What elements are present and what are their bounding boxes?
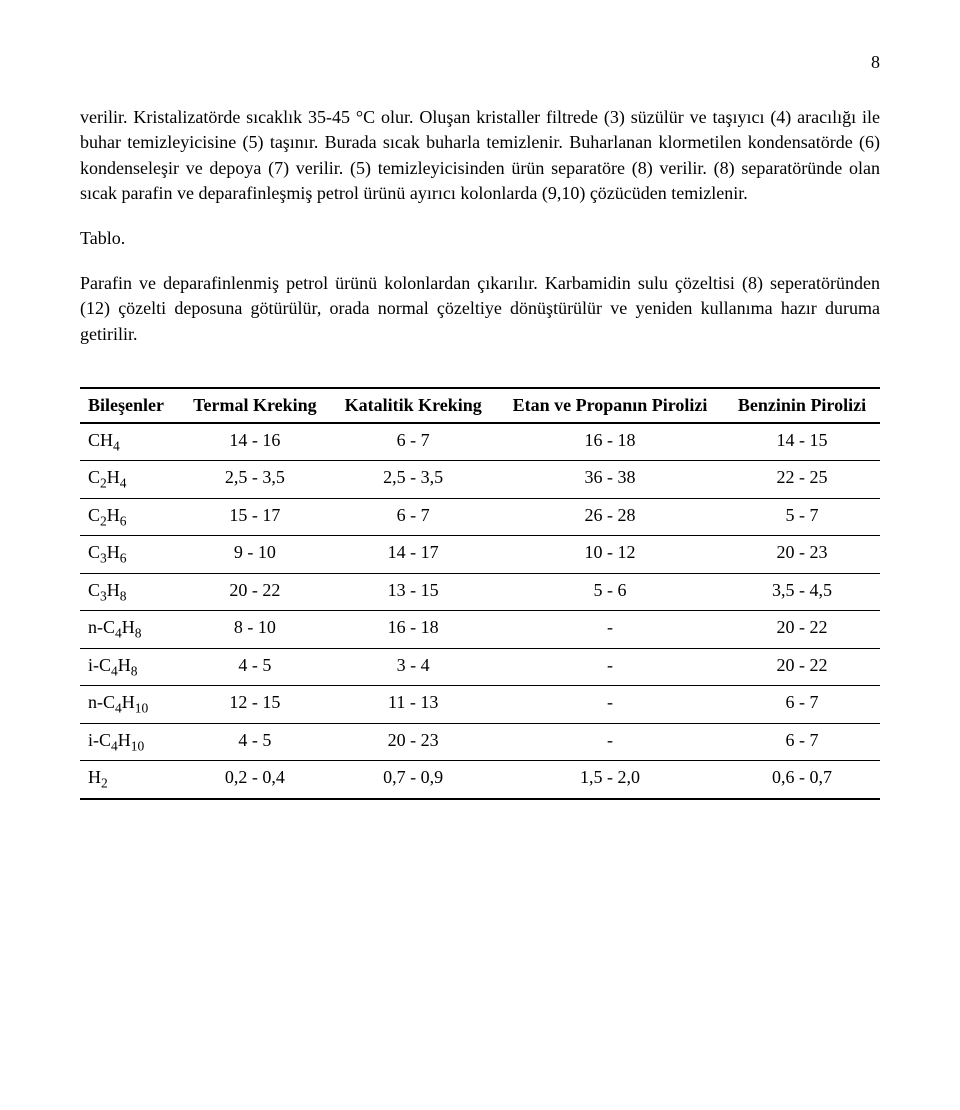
value-cell: 20 - 23 [724,536,880,573]
value-cell: 5 - 6 [496,573,724,610]
value-cell: 0,6 - 0,7 [724,761,880,799]
col-header-termal: Termal Kreking [179,388,330,423]
value-cell: 20 - 22 [724,648,880,685]
col-header-benzinin: Benzinin Pirolizi [724,388,880,423]
value-cell: 6 - 7 [724,723,880,760]
value-cell: 8 - 10 [179,611,330,648]
value-cell: 13 - 15 [330,573,496,610]
value-cell: 9 - 10 [179,536,330,573]
value-cell: 2,5 - 3,5 [330,461,496,498]
paragraph-2: Parafin ve deparafinlenmiş petrol ürünü … [80,271,880,347]
composition-table: Bileşenler Termal Kreking Katalitik Krek… [80,387,880,800]
value-cell: 1,5 - 2,0 [496,761,724,799]
compound-cell: i-C4H8 [80,648,179,685]
value-cell: 2,5 - 3,5 [179,461,330,498]
compound-cell: n-C4H10 [80,686,179,723]
compound-cell: C3H8 [80,573,179,610]
value-cell: 14 - 15 [724,423,880,461]
value-cell: 6 - 7 [724,686,880,723]
value-cell: 14 - 17 [330,536,496,573]
table-row: i-C4H84 - 53 - 4-20 - 22 [80,648,880,685]
value-cell: 20 - 22 [724,611,880,648]
value-cell: 0,2 - 0,4 [179,761,330,799]
value-cell: - [496,723,724,760]
value-cell: 3 - 4 [330,648,496,685]
value-cell: 22 - 25 [724,461,880,498]
compound-cell: C3H6 [80,536,179,573]
col-header-compound: Bileşenler [80,388,179,423]
table-row: C2H42,5 - 3,52,5 - 3,536 - 3822 - 25 [80,461,880,498]
value-cell: 16 - 18 [330,611,496,648]
value-cell: 0,7 - 0,9 [330,761,496,799]
compound-cell: C2H4 [80,461,179,498]
value-cell: 5 - 7 [724,498,880,535]
value-cell: 3,5 - 4,5 [724,573,880,610]
compound-cell: C2H6 [80,498,179,535]
compound-cell: n-C4H8 [80,611,179,648]
value-cell: 15 - 17 [179,498,330,535]
table-row: C3H820 - 2213 - 155 - 63,5 - 4,5 [80,573,880,610]
value-cell: 11 - 13 [330,686,496,723]
value-cell: 4 - 5 [179,723,330,760]
value-cell: 16 - 18 [496,423,724,461]
value-cell: 6 - 7 [330,498,496,535]
table-row: C3H69 - 1014 - 1710 - 1220 - 23 [80,536,880,573]
compound-cell: H2 [80,761,179,799]
value-cell: 4 - 5 [179,648,330,685]
col-header-katalitik: Katalitik Kreking [330,388,496,423]
value-cell: 36 - 38 [496,461,724,498]
value-cell: - [496,611,724,648]
table-label: Tablo. [80,226,880,251]
table-row: n-C4H88 - 1016 - 18-20 - 22 [80,611,880,648]
page-number: 8 [80,50,880,75]
table-row: n-C4H1012 - 1511 - 13-6 - 7 [80,686,880,723]
value-cell: 12 - 15 [179,686,330,723]
value-cell: - [496,686,724,723]
compound-cell: i-C4H10 [80,723,179,760]
value-cell: 6 - 7 [330,423,496,461]
table-header-row: Bileşenler Termal Kreking Katalitik Krek… [80,388,880,423]
table-row: CH414 - 166 - 716 - 1814 - 15 [80,423,880,461]
col-header-etan: Etan ve Propanın Pirolizi [496,388,724,423]
value-cell: 10 - 12 [496,536,724,573]
table-row: H20,2 - 0,40,7 - 0,91,5 - 2,00,6 - 0,7 [80,761,880,799]
compound-cell: CH4 [80,423,179,461]
value-cell: 26 - 28 [496,498,724,535]
table-row: i-C4H104 - 520 - 23-6 - 7 [80,723,880,760]
value-cell: 20 - 23 [330,723,496,760]
value-cell: 14 - 16 [179,423,330,461]
table-row: C2H615 - 176 - 726 - 285 - 7 [80,498,880,535]
paragraph-1: verilir. Kristalizatörde sıcaklık 35-45 … [80,105,880,206]
value-cell: 20 - 22 [179,573,330,610]
value-cell: - [496,648,724,685]
